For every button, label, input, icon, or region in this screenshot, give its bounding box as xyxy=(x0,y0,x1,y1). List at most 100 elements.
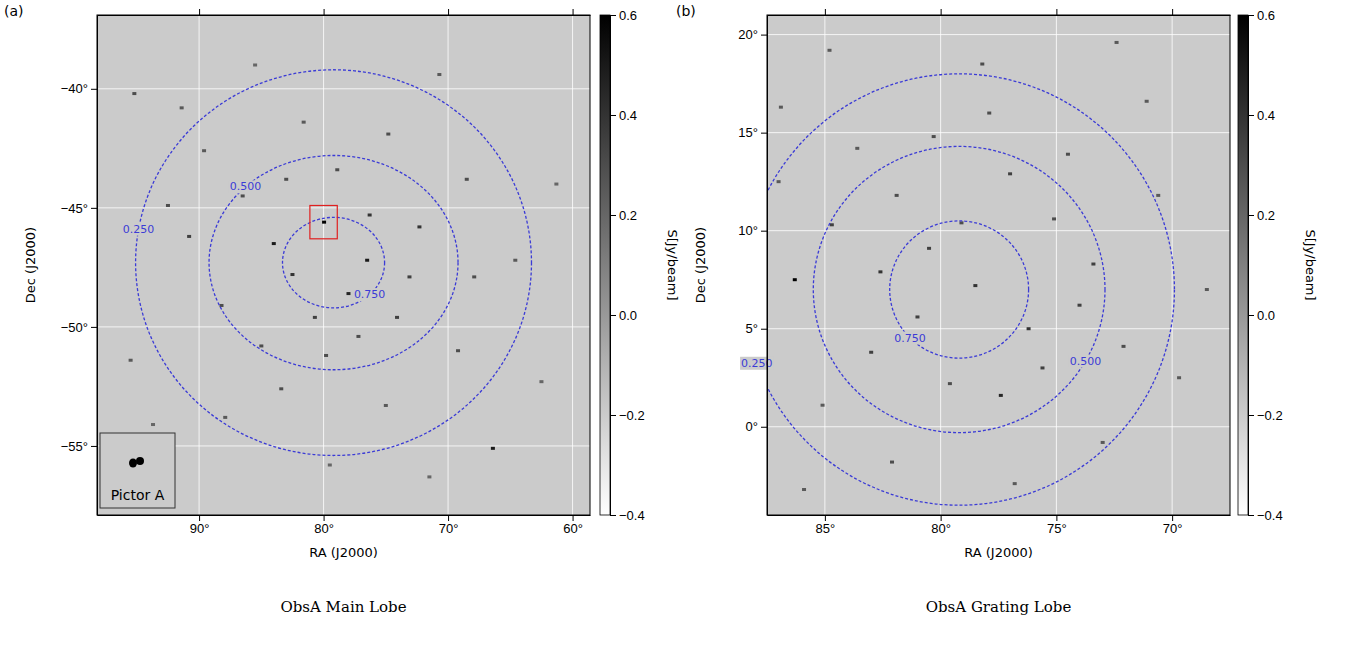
tick-label: 0.6 xyxy=(619,8,637,23)
axis-line xyxy=(97,16,98,516)
source xyxy=(302,121,306,124)
label-patch xyxy=(1069,355,1103,368)
figure: 0.2500.5000.750Pictor A90°80°70°60°−40°−… xyxy=(0,0,1360,651)
grid-line xyxy=(448,15,449,515)
tick-label: 0° xyxy=(746,419,758,434)
inset: Pictor A xyxy=(100,433,175,508)
source xyxy=(830,223,834,226)
source xyxy=(777,180,781,183)
source xyxy=(1177,376,1181,379)
source xyxy=(1122,345,1126,348)
tick-mark xyxy=(825,515,826,521)
source xyxy=(539,380,543,383)
tick-mark xyxy=(610,15,616,16)
tick: 85° xyxy=(816,515,836,536)
tick xyxy=(941,9,942,15)
tick: 0.6 xyxy=(1248,8,1275,23)
tick: 70° xyxy=(439,515,459,536)
label-patch xyxy=(122,223,156,236)
grid-line xyxy=(767,34,1230,35)
tick-mark xyxy=(610,515,616,516)
source xyxy=(932,135,936,138)
tick-mark xyxy=(1248,15,1254,16)
contour-label: 0.500 xyxy=(1070,355,1102,368)
source xyxy=(793,278,797,281)
tick-mark xyxy=(1056,9,1057,15)
source xyxy=(959,221,963,224)
source xyxy=(465,178,469,181)
beam-contour xyxy=(282,217,384,307)
source xyxy=(279,387,283,390)
tick-mark xyxy=(761,35,767,36)
panel-label: (a) xyxy=(4,3,24,19)
tick-mark xyxy=(1248,415,1254,416)
source xyxy=(284,178,288,181)
label-patch xyxy=(893,332,927,345)
tick xyxy=(1056,9,1057,15)
tick-label: −45° xyxy=(61,201,88,216)
axis-line xyxy=(768,15,1231,16)
tick-mark xyxy=(573,9,574,15)
source xyxy=(980,63,984,66)
source xyxy=(328,464,332,467)
tick: 0.0 xyxy=(610,308,637,323)
tick-label: 60° xyxy=(563,521,583,536)
tick: 60° xyxy=(563,515,583,536)
source xyxy=(259,344,263,347)
beam-contour xyxy=(813,146,1105,432)
tick: 20° xyxy=(738,27,767,42)
source xyxy=(821,404,825,407)
grid-line xyxy=(97,207,590,208)
tick-mark xyxy=(941,9,942,15)
grid-line xyxy=(97,326,590,327)
tick-label: 20° xyxy=(738,27,758,42)
x-axis: 90°80°70°60° xyxy=(98,515,591,536)
tick: 0.6 xyxy=(610,8,637,23)
tick-label: −0.2 xyxy=(1257,408,1283,423)
grid-line xyxy=(824,15,825,515)
beam-contour xyxy=(136,70,532,456)
source xyxy=(802,488,806,491)
source xyxy=(187,235,191,238)
x-axis-top xyxy=(98,9,591,16)
source xyxy=(1052,217,1056,220)
tick xyxy=(448,9,449,15)
tick-label: 5° xyxy=(746,321,758,336)
tick xyxy=(1172,9,1173,15)
highlight-box xyxy=(310,205,337,238)
colorbar-axis: −0.4−0.20.00.20.40.6 xyxy=(1248,8,1283,523)
tick: 80° xyxy=(314,515,334,536)
colorbar-title: S[Jy/beam] xyxy=(665,229,680,300)
tick: −50° xyxy=(61,320,97,335)
grid-line xyxy=(1056,15,1057,515)
tick: 0.4 xyxy=(1248,108,1275,123)
tick: 10° xyxy=(738,223,767,238)
tick-mark xyxy=(91,446,97,447)
tick-mark xyxy=(1172,9,1173,15)
tick-label: 80° xyxy=(931,521,951,536)
source xyxy=(855,147,859,150)
source xyxy=(513,259,517,262)
label-patch xyxy=(353,288,387,301)
source xyxy=(223,416,227,419)
axis-line xyxy=(767,16,768,516)
y-axis-title: Dec (J2000) xyxy=(693,227,708,303)
tick: −0.2 xyxy=(1248,408,1283,423)
tick-label: 10° xyxy=(738,223,758,238)
x-axis-title: RA (J2000) xyxy=(309,545,378,560)
tick-label: 0.6 xyxy=(1257,8,1275,23)
source xyxy=(129,359,133,362)
source xyxy=(253,64,257,67)
beam-contour xyxy=(767,74,1174,505)
tick-label: −0.4 xyxy=(1257,508,1283,523)
contour-label: 0.500 xyxy=(230,180,262,193)
source xyxy=(915,315,919,318)
tick: 0.2 xyxy=(610,208,637,223)
inset-lobe xyxy=(136,457,144,465)
contour-label: 0.750 xyxy=(354,288,386,301)
tick-mark xyxy=(610,415,616,416)
panel-label: (b) xyxy=(676,3,696,19)
colorbar xyxy=(1238,15,1248,515)
source xyxy=(132,92,136,95)
tick-label: 75° xyxy=(1047,521,1067,536)
